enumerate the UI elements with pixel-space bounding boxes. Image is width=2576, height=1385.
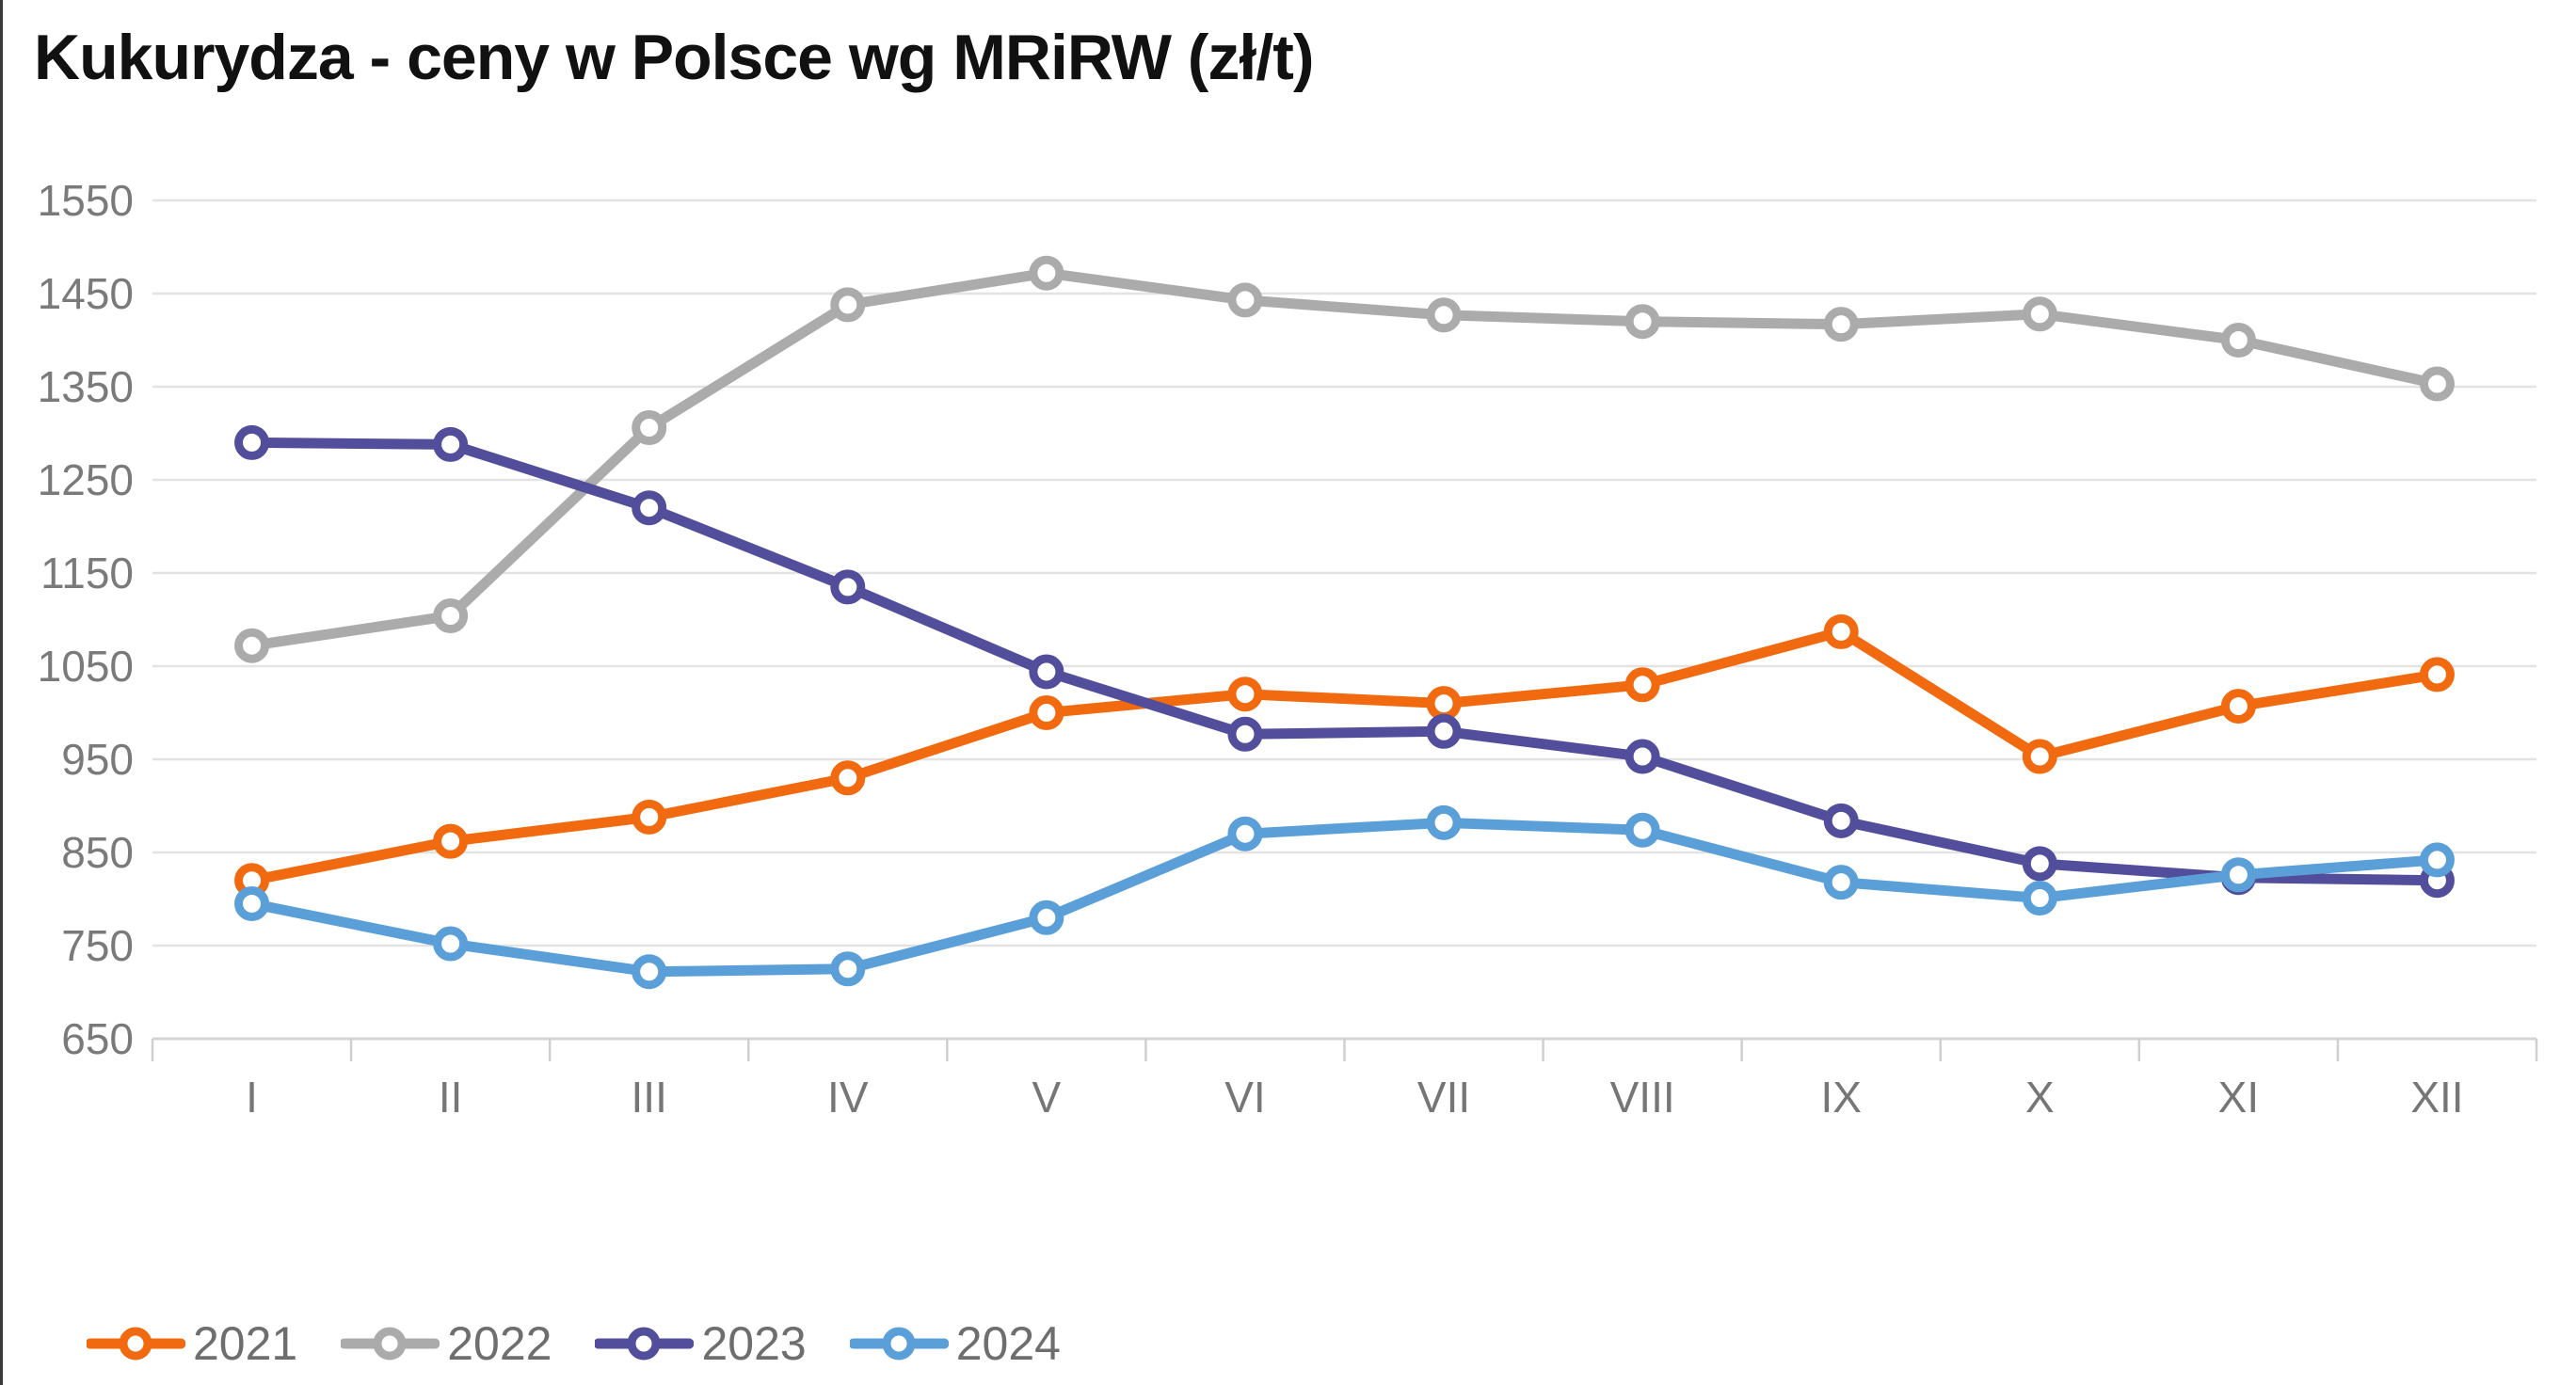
x-tick-label-I: I: [246, 1073, 258, 1122]
series-line-2021: [247, 626, 2442, 886]
data-point-2021-VII: [1426, 686, 1462, 722]
series-line-2023: [247, 437, 2442, 886]
legend-label-2024: 2024: [955, 1317, 1061, 1370]
data-point-2024-III: [632, 954, 667, 990]
data-point-2023-IV: [830, 569, 866, 605]
chart-legend: 2021 2022 2023 2024: [87, 1304, 1061, 1383]
data-point-2024-II: [433, 926, 469, 962]
data-point-2023-VIII: [1624, 739, 1660, 774]
data-point-2022-III: [632, 410, 667, 446]
legend-label-2023: 2023: [701, 1317, 807, 1370]
series-line-2022: [247, 267, 2442, 651]
x-tick-label-VIII: VIII: [1610, 1073, 1675, 1122]
legend-label-2021: 2021: [193, 1317, 298, 1370]
window-left-border: [0, 0, 3, 1385]
y-tick-label-1350: 1350: [38, 362, 134, 411]
data-point-2024-XI: [2220, 857, 2256, 893]
x-tick-label-II: II: [439, 1073, 463, 1122]
legend-item-2023: 2023: [595, 1316, 807, 1371]
data-point-2022-XI: [2220, 323, 2256, 358]
x-tick-label-VII: VII: [1417, 1073, 1470, 1122]
data-point-2023-III: [632, 490, 667, 526]
data-point-2024-X: [2022, 881, 2057, 916]
data-point-2021-XII: [2419, 657, 2455, 692]
series-line-2024: [247, 817, 2442, 978]
data-point-2022-IV: [830, 287, 866, 323]
data-point-2022-I: [234, 628, 270, 663]
legend-item-2022: 2022: [341, 1316, 552, 1371]
data-point-2023-IX: [1823, 803, 1859, 838]
x-tick-label-IX: IX: [1820, 1073, 1861, 1122]
data-point-2022-V: [1029, 255, 1064, 291]
x-tick-label-V: V: [1032, 1073, 1062, 1122]
y-tick-label-1550: 1550: [38, 176, 134, 225]
y-tick-label-850: 850: [61, 828, 134, 877]
data-point-2024-VIII: [1624, 812, 1660, 848]
x-tick-label-XII: XII: [2410, 1073, 2463, 1122]
data-point-2023-X: [2022, 846, 2057, 882]
data-point-2021-VIII: [1624, 667, 1660, 703]
data-point-2023-I: [234, 424, 270, 460]
x-tick-label-VI: VI: [1224, 1073, 1265, 1122]
y-tick-label-750: 750: [61, 921, 134, 970]
data-point-2024-IX: [1823, 865, 1859, 900]
data-point-2021-VI: [1227, 677, 1263, 712]
data-point-2024-XII: [2419, 842, 2455, 878]
x-tick-label-IV: IV: [827, 1073, 869, 1122]
data-point-2021-IX: [1823, 613, 1859, 649]
data-point-2021-V: [1029, 695, 1064, 730]
data-point-2021-IV: [830, 760, 866, 796]
data-point-2023-V: [1029, 654, 1064, 690]
data-point-2022-VII: [1426, 297, 1462, 333]
data-point-2024-V: [1029, 899, 1064, 935]
data-point-2021-III: [632, 799, 667, 835]
data-point-2022-VIII: [1624, 304, 1660, 340]
y-tick-label-1250: 1250: [38, 455, 134, 504]
x-tick-label-X: X: [2025, 1073, 2055, 1122]
data-point-2021-XI: [2220, 689, 2256, 724]
legend-marker-2021: [87, 1327, 185, 1361]
legend-item-2021: 2021: [87, 1316, 297, 1371]
data-point-2022-II: [433, 598, 469, 634]
legend-marker-2024: [849, 1327, 949, 1361]
legend-marker-2023: [595, 1327, 695, 1361]
data-point-2022-VI: [1227, 282, 1263, 318]
data-point-2024-VI: [1227, 816, 1263, 852]
legend-item-2024: 2024: [849, 1316, 1061, 1371]
chart-title: Kukurydza - ceny w Polsce wg MRiRW (zł/t…: [34, 22, 1315, 93]
y-tick-label-1050: 1050: [38, 642, 134, 691]
data-point-2023-VI: [1227, 716, 1263, 752]
y-tick-label-950: 950: [61, 735, 134, 784]
x-tick-label-XI: XI: [2218, 1073, 2259, 1122]
legend-marker-2022: [341, 1327, 440, 1361]
y-tick-label-1450: 1450: [38, 269, 134, 318]
data-point-2024-I: [234, 885, 270, 921]
data-point-2022-X: [2022, 296, 2057, 332]
y-tick-label-1150: 1150: [40, 549, 134, 597]
data-point-2024-IV: [830, 951, 866, 987]
y-tick-label-650: 650: [61, 1014, 134, 1063]
data-point-2024-VII: [1426, 804, 1462, 840]
data-point-2023-VII: [1426, 713, 1462, 749]
data-point-2023-II: [433, 426, 469, 462]
legend-label-2022: 2022: [447, 1317, 552, 1370]
x-tick-label-III: III: [632, 1073, 667, 1122]
data-point-2021-X: [2022, 739, 2057, 774]
data-point-2021-II: [433, 823, 469, 859]
data-point-2022-XII: [2419, 366, 2455, 402]
data-point-2022-IX: [1823, 307, 1859, 342]
